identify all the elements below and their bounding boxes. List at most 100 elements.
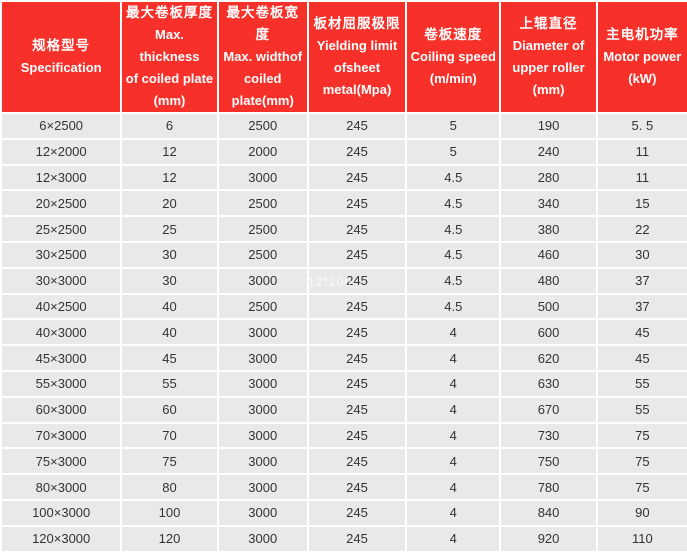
column-header-specification: 规格型号 Specification xyxy=(2,2,121,112)
spec-table-body: 6×2500 6 2500 245 5 190 5. 5 12×2000 12 2000 245 5 2… xyxy=(2,114,687,551)
table-cell: 55 xyxy=(597,397,687,422)
table-row: 45×3000 45 3000 245 4 620 45 xyxy=(2,346,687,370)
column-header-max-width: 最大卷板宽度 Max. widthof coiled plate(mm) xyxy=(218,2,307,112)
table-row: 30×2500 30 2500 245 4.5 460 30 xyxy=(2,242,687,267)
table-cell: 280 xyxy=(501,165,596,190)
table-cell: 12 xyxy=(122,139,217,164)
header-line-en: Max. widthof xyxy=(223,49,303,64)
table-cell: 75 xyxy=(597,423,687,448)
header-line-zh: 规格型号 xyxy=(32,38,91,53)
table-cell: 5 xyxy=(407,114,500,138)
table-cell: 245 xyxy=(308,397,406,422)
column-header-coiling-speed: 卷板速度 Coiling speed (m/min) xyxy=(407,2,500,112)
column-header-yielding-limit: 板材屈服极限 Yielding limit ofsheet metal(Mpa) xyxy=(308,2,406,112)
table-cell: 3000 xyxy=(218,165,307,190)
table-cell: 600 xyxy=(501,320,596,345)
table-cell: 245 xyxy=(308,139,406,164)
table-row: 40×2500 40 2500 245 4.5 500 37 xyxy=(2,294,687,319)
table-cell: 37 xyxy=(597,268,687,293)
table-cell: 3000 xyxy=(218,475,307,499)
table-cell: 190 xyxy=(501,114,596,138)
table-cell: 4 xyxy=(407,449,500,474)
table-cell: 460 xyxy=(501,242,596,267)
table-cell: 2500 xyxy=(218,191,307,216)
table-cell: 4.5 xyxy=(407,191,500,216)
header-line-en: Diameter of xyxy=(512,38,585,53)
table-cell: 100×3000 xyxy=(2,500,121,525)
table-row: 55×3000 55 3000 245 4 630 55 xyxy=(2,371,687,396)
column-header-upper-roller-diameter: 上辊直径 Diameter of upper roller (mm) xyxy=(501,2,596,112)
table-cell: 30 xyxy=(122,242,217,267)
table-cell: 20 xyxy=(122,191,217,216)
header-line-en: ofsheet xyxy=(333,60,381,75)
table-cell: 3000 xyxy=(218,526,307,551)
table-cell: 45 xyxy=(597,320,687,345)
table-cell: 40 xyxy=(122,320,217,345)
table-cell: 4 xyxy=(407,526,500,551)
table-cell: 75 xyxy=(597,475,687,499)
table-cell: 340 xyxy=(501,191,596,216)
table-cell: 80 xyxy=(122,475,217,499)
table-cell: 3000 xyxy=(218,268,307,293)
table-cell: 15 xyxy=(597,191,687,216)
table-cell: 4.5 xyxy=(407,217,500,241)
table-cell: 245 xyxy=(308,165,406,190)
table-cell: 2500 xyxy=(218,242,307,267)
table-cell: 6×2500 xyxy=(2,114,121,138)
header-line-zh: 卷板速度 xyxy=(424,27,483,42)
table-cell: 840 xyxy=(501,500,596,525)
table-cell: 55 xyxy=(597,371,687,396)
header-line-unit: (mm) xyxy=(532,82,565,97)
header-line-en: Coiling speed xyxy=(410,49,496,64)
header-line-zh: 最大卷板宽度 xyxy=(226,5,299,42)
header-line-zh: 板材屈服极限 xyxy=(313,16,401,31)
table-cell: 40 xyxy=(122,294,217,319)
column-header-motor-power: 主电机功率 Motor power (kW) xyxy=(597,2,687,112)
header-line-en: Yielding limit xyxy=(316,38,398,53)
table-cell: 55×3000 xyxy=(2,371,121,396)
header-line-unit: (mm) xyxy=(153,93,186,108)
table-cell: 11 xyxy=(597,139,687,164)
table-cell: 2500 xyxy=(218,294,307,319)
table-cell: 75 xyxy=(122,449,217,474)
table-cell: 75×3000 xyxy=(2,449,121,474)
header-line-en: upper roller xyxy=(512,60,585,75)
table-cell: 37 xyxy=(597,294,687,319)
table-cell: 2500 xyxy=(218,114,307,138)
table-cell: 20×2500 xyxy=(2,191,121,216)
table-cell: 4 xyxy=(407,371,500,396)
table-cell: 5. 5 xyxy=(597,114,687,138)
table-cell: 60 xyxy=(122,397,217,422)
table-cell: 4 xyxy=(407,346,500,370)
header-line-zh: 上辊直径 xyxy=(519,16,578,31)
table-cell: 90 xyxy=(597,500,687,525)
table-cell: 240 xyxy=(501,139,596,164)
table-cell: 45 xyxy=(597,346,687,370)
table-cell: 22 xyxy=(597,217,687,241)
table-cell: 3000 xyxy=(218,346,307,370)
header-line-en: Max. thickness xyxy=(139,27,200,64)
table-cell: 2500 xyxy=(218,217,307,241)
table-row: 30×3000 30 3000 245 4.5 480 37 xyxy=(2,268,687,293)
table-cell: 3000 xyxy=(218,320,307,345)
table-cell: 3000 xyxy=(218,397,307,422)
table-cell: 245 xyxy=(308,191,406,216)
table-cell: 30×3000 xyxy=(2,268,121,293)
table-cell: 245 xyxy=(308,526,406,551)
table-cell: 620 xyxy=(501,346,596,370)
header-line-unit: (m/min) xyxy=(429,71,477,86)
header-line-unit: (kW) xyxy=(628,71,657,86)
table-cell: 480 xyxy=(501,268,596,293)
table-cell: 25×2500 xyxy=(2,217,121,241)
table-header: 规格型号 Specification 最大卷板厚度 Max. thickness… xyxy=(2,2,687,112)
table-cell: 80×3000 xyxy=(2,475,121,499)
table-row: 75×3000 75 3000 245 4 750 75 xyxy=(2,449,687,474)
table-cell: 245 xyxy=(308,500,406,525)
table-cell: 100 xyxy=(122,500,217,525)
table-cell: 245 xyxy=(308,114,406,138)
table-cell: 245 xyxy=(308,294,406,319)
table-row: 120×3000 120 3000 245 4 920 110 xyxy=(2,526,687,551)
table-cell: 4.5 xyxy=(407,268,500,293)
table-cell: 30×2500 xyxy=(2,242,121,267)
table-cell: 4 xyxy=(407,423,500,448)
